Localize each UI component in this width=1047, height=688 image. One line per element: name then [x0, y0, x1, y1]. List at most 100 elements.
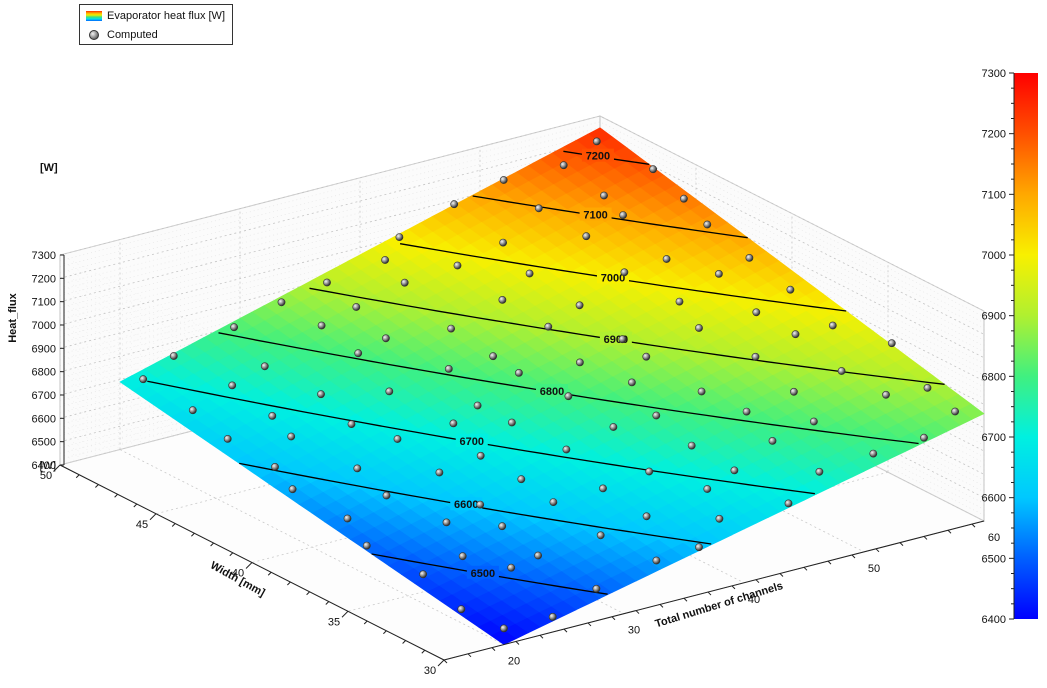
computed-point — [815, 467, 824, 476]
computed-point — [576, 358, 584, 367]
computed-point — [317, 390, 325, 399]
z-tick-label: 6500 — [32, 437, 56, 449]
y-tick — [287, 581, 291, 586]
computed-point — [476, 451, 485, 460]
z-tick-label: [W] — [40, 460, 57, 472]
colorbar: 6400 6500 6600 6700 6800 6900 7000 7100 7200 7300 — [982, 68, 1038, 626]
computed-point — [582, 232, 591, 241]
computed-point — [354, 349, 363, 358]
z-grid-line — [59, 162, 985, 359]
computed-points — [139, 137, 959, 633]
computed-point — [642, 512, 651, 521]
z-grid-line — [59, 179, 985, 376]
computed-point — [751, 352, 760, 361]
contour-line — [309, 287, 945, 385]
colorbar-tick-label: 7000 — [982, 250, 1006, 262]
computed-point — [381, 334, 390, 343]
computed-point — [534, 204, 543, 213]
colorbar-tick-label: 7300 — [982, 68, 1006, 80]
computed-point — [920, 433, 928, 442]
computed-point — [457, 605, 466, 614]
computed-point — [675, 297, 684, 306]
computed-point — [687, 441, 696, 450]
contour-label: 6700 — [460, 436, 484, 448]
computed-point — [652, 556, 661, 565]
computed-point — [562, 445, 571, 454]
computed-point — [882, 390, 890, 399]
computed-point — [499, 238, 507, 247]
computed-point — [230, 323, 238, 332]
computed-point — [534, 551, 542, 560]
contour-line — [218, 332, 919, 445]
computed-point — [596, 531, 605, 540]
x-tick — [491, 647, 496, 651]
computed-point — [287, 432, 296, 441]
computed-point — [317, 321, 326, 330]
computed-point — [575, 301, 584, 310]
legend: Evaporator heat flux [W] Computed — [79, 4, 233, 45]
x-tick-label: 60 — [988, 532, 1000, 544]
y-tick — [341, 610, 349, 618]
z-grid-line — [59, 168, 985, 364]
computed-point — [662, 255, 671, 263]
z-tick-label: 6600 — [32, 413, 56, 425]
x-tick — [659, 604, 664, 608]
y-tick — [421, 649, 426, 654]
x-tick — [635, 610, 640, 614]
computed-point — [435, 468, 444, 477]
y-tick — [191, 532, 195, 537]
x-tick — [899, 542, 904, 546]
computed-point — [564, 392, 573, 401]
x-tick — [515, 641, 520, 645]
colorbar-tick-label: 7200 — [982, 129, 1006, 141]
computed-point — [620, 268, 629, 277]
y-tick — [75, 474, 80, 479]
computed-point — [400, 278, 409, 287]
z-grid-line — [59, 156, 985, 353]
contour-label: 6600 — [454, 499, 478, 511]
computed-point — [791, 330, 800, 339]
surface — [119, 127, 985, 645]
computed-point — [695, 543, 703, 552]
computed-point — [828, 321, 837, 330]
contour-label: 7100 — [583, 210, 607, 222]
y-tick — [437, 659, 445, 667]
computed-point — [544, 322, 553, 331]
legend-label-surface: Evaporator heat flux [W] — [107, 10, 225, 22]
z-tick-label: 6400 — [32, 460, 56, 472]
computed-point — [887, 339, 896, 348]
computed-point — [703, 220, 712, 229]
z-tick-label: 6900 — [32, 343, 56, 355]
computed-point — [730, 466, 739, 475]
y-tick — [229, 552, 234, 557]
x-tick-label: 40 — [748, 594, 760, 606]
computed-point — [473, 401, 482, 410]
contour-line — [472, 195, 748, 239]
y-tick — [149, 513, 157, 521]
computed-point — [169, 352, 178, 360]
y-tick-label: 40 — [232, 568, 244, 580]
computed-point — [352, 303, 361, 311]
computed-point — [323, 278, 331, 287]
y-tick — [402, 640, 406, 644]
colorbar-tick-label: 6500 — [982, 553, 1006, 565]
z-tick-label: 7200 — [32, 273, 56, 285]
x-tick-label: 50 — [868, 563, 880, 575]
computed-point — [768, 436, 777, 445]
z-grid-line — [59, 150, 985, 347]
x-tick — [803, 566, 808, 571]
x-tick — [539, 634, 544, 639]
computed-point — [548, 613, 557, 621]
y-tick — [267, 571, 272, 576]
computed-point — [223, 434, 232, 443]
computed-point — [592, 584, 601, 593]
colorbar-tick-label: 6800 — [982, 371, 1006, 383]
computed-point — [228, 381, 237, 390]
x-tick — [755, 579, 760, 584]
x-tick — [587, 622, 592, 627]
computed-point — [507, 563, 516, 572]
computed-point — [419, 570, 427, 579]
computed-point — [381, 256, 389, 264]
x-tick — [947, 529, 952, 534]
